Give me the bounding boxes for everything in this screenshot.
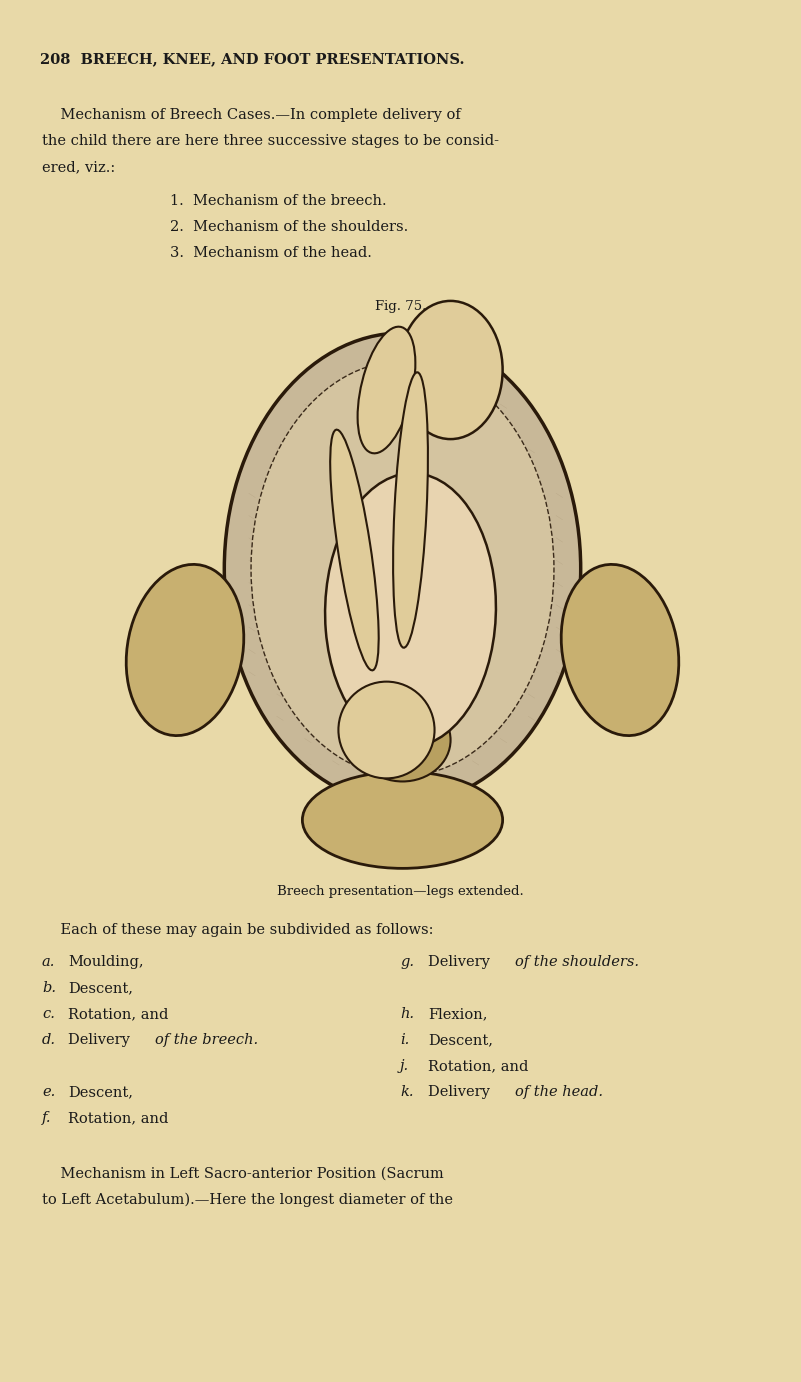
Text: the child there are here three successive stages to be consid-: the child there are here three successiv… <box>42 134 499 148</box>
Text: Descent,: Descent, <box>68 1085 133 1099</box>
Ellipse shape <box>127 564 244 735</box>
Text: Delivery: Delivery <box>68 1032 135 1048</box>
Text: Descent,: Descent, <box>68 981 133 995</box>
Text: Moulding,: Moulding, <box>68 955 143 969</box>
Ellipse shape <box>354 698 450 781</box>
Text: a.: a. <box>42 955 55 969</box>
Text: of the head.: of the head. <box>514 1085 602 1099</box>
Text: of the shoulders.: of the shoulders. <box>514 955 638 969</box>
Ellipse shape <box>398 301 502 439</box>
Text: 2.  Mechanism of the shoulders.: 2. Mechanism of the shoulders. <box>170 220 409 234</box>
Text: Rotation, and: Rotation, and <box>68 1111 168 1125</box>
Text: Breech presentation—legs extended.: Breech presentation—legs extended. <box>277 884 524 898</box>
Text: c.: c. <box>42 1007 55 1021</box>
Text: 1.  Mechanism of the breech.: 1. Mechanism of the breech. <box>170 193 387 209</box>
Text: h.: h. <box>400 1007 414 1021</box>
Ellipse shape <box>357 326 416 453</box>
Text: Delivery: Delivery <box>428 955 494 969</box>
Ellipse shape <box>562 564 678 735</box>
Text: ered, viz.:: ered, viz.: <box>42 160 115 174</box>
Text: Delivery: Delivery <box>428 1085 494 1099</box>
Text: 3.  Mechanism of the head.: 3. Mechanism of the head. <box>170 246 372 260</box>
Text: Descent,: Descent, <box>428 1032 493 1048</box>
Ellipse shape <box>338 681 434 778</box>
Ellipse shape <box>393 372 428 648</box>
Text: e.: e. <box>42 1085 55 1099</box>
Text: Mechanism in Left Sacro-anterior Position (Sacrum: Mechanism in Left Sacro-anterior Positio… <box>42 1166 444 1182</box>
Text: Fig. 75.: Fig. 75. <box>375 300 426 312</box>
Text: 208  BREECH, KNEE, AND FOOT PRESENTATIONS.: 208 BREECH, KNEE, AND FOOT PRESENTATIONS… <box>40 53 465 66</box>
Text: Each of these may again be subdivided as follows:: Each of these may again be subdivided as… <box>42 923 433 937</box>
Ellipse shape <box>302 771 502 868</box>
Text: d.: d. <box>42 1032 56 1048</box>
Ellipse shape <box>224 333 581 804</box>
Text: b.: b. <box>42 981 56 995</box>
Text: Rotation, and: Rotation, and <box>428 1059 529 1072</box>
Ellipse shape <box>251 361 554 777</box>
Text: Flexion,: Flexion, <box>428 1007 488 1021</box>
Text: k.: k. <box>400 1085 413 1099</box>
Text: Mechanism of Breech Cases.—In complete delivery of: Mechanism of Breech Cases.—In complete d… <box>42 108 461 122</box>
Text: i.: i. <box>400 1032 409 1048</box>
Text: g.: g. <box>400 955 414 969</box>
Text: j.: j. <box>400 1059 409 1072</box>
Text: of the breech.: of the breech. <box>155 1032 258 1048</box>
Ellipse shape <box>330 430 379 670</box>
Ellipse shape <box>325 473 496 748</box>
Text: Rotation, and: Rotation, and <box>68 1007 168 1021</box>
Text: f.: f. <box>42 1111 51 1125</box>
Text: to Left Acetabulum).—Here the longest diameter of the: to Left Acetabulum).—Here the longest di… <box>42 1193 453 1208</box>
